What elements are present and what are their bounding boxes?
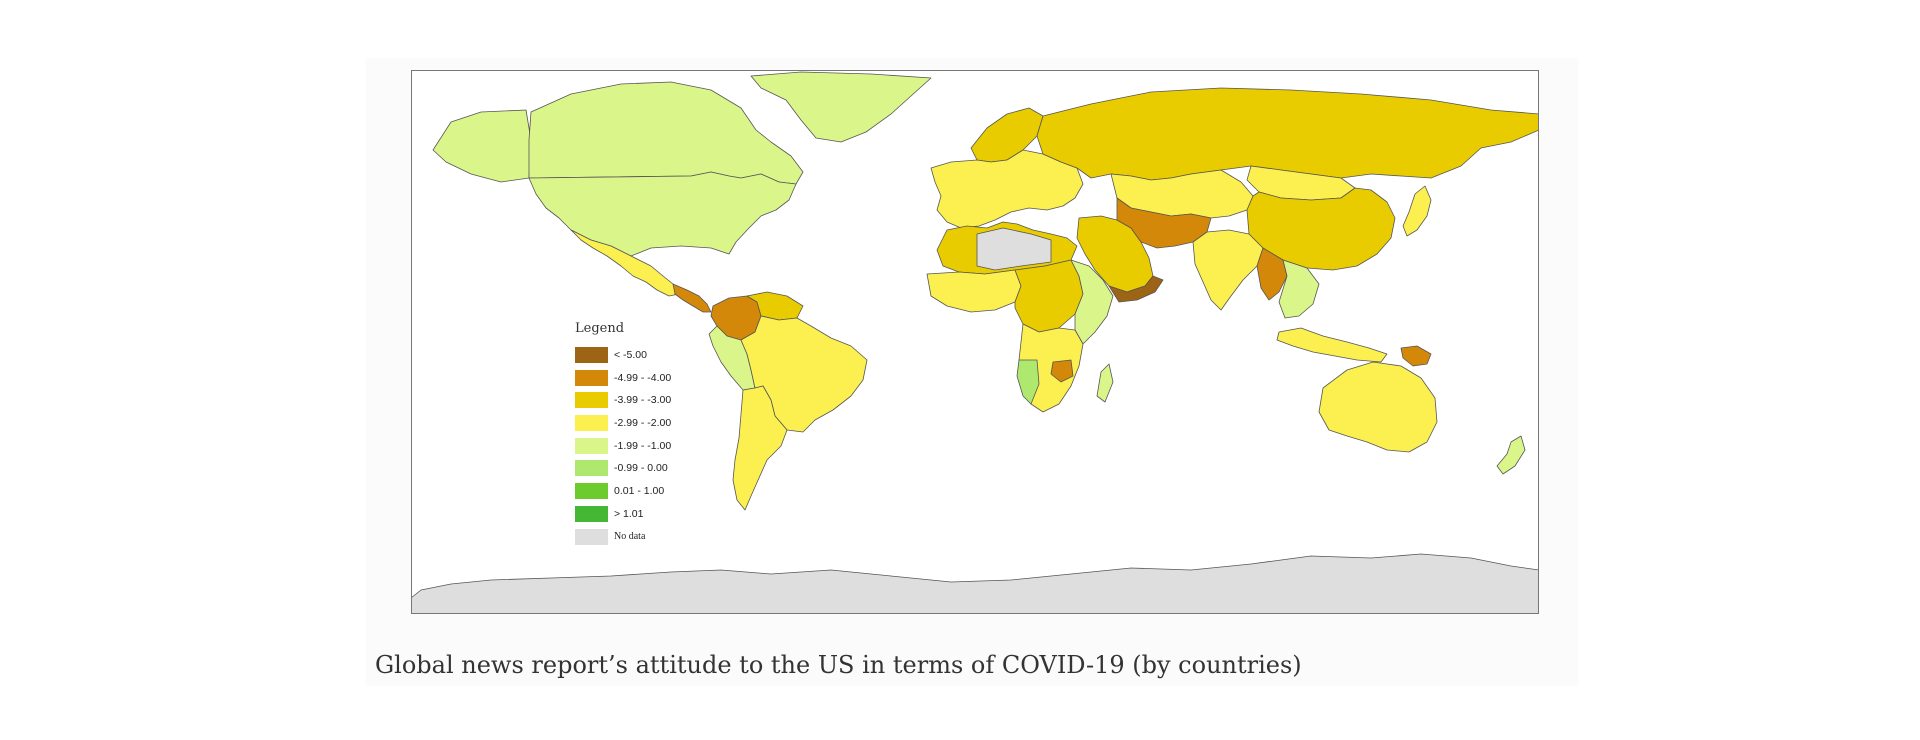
legend-rows: < -5.00 -4.99 - -4.00 -3.99 - -3.00 -2.99 -… xyxy=(575,347,671,551)
indonesia-region xyxy=(1276,327,1388,363)
legend-item: 0.01 - 1.00 xyxy=(575,483,671,506)
legend-label: -3.99 - -3.00 xyxy=(614,394,672,407)
legend-label: > 1.01 xyxy=(614,507,644,520)
legend-swatch xyxy=(575,437,608,454)
legend-item: -2.99 - -2.00 xyxy=(575,415,671,438)
papua-region xyxy=(1400,345,1432,367)
world-map xyxy=(411,70,1539,614)
legend-label: -1.99 - -1.00 xyxy=(614,439,672,452)
new-zealand-region xyxy=(1496,435,1526,475)
world-map-svg xyxy=(411,70,1539,614)
map-legend: Legend < -5.00 -4.99 - -4.00 -3.99 - -3.00… xyxy=(575,321,725,551)
legend-label: No data xyxy=(614,530,646,542)
legend-swatch xyxy=(575,460,608,477)
legend-label: < -5.00 xyxy=(614,349,647,361)
greenland-region xyxy=(750,71,932,143)
algeria-libya-region xyxy=(976,227,1052,271)
antarctica-region xyxy=(411,553,1539,614)
legend-swatch xyxy=(575,505,608,522)
mexico-region xyxy=(570,229,680,297)
japan-region xyxy=(1402,185,1432,237)
india-region xyxy=(1192,229,1264,311)
central-america-region xyxy=(672,283,712,313)
legend-item: -1.99 - -1.00 xyxy=(575,437,672,461)
alaska-region xyxy=(432,109,532,183)
legend-item: -3.99 - -3.00 xyxy=(575,392,671,415)
southeast-asia-region xyxy=(1278,259,1320,319)
legend-swatch xyxy=(575,528,608,545)
figure-caption: Global news report’s attitude to the US … xyxy=(375,651,1302,679)
legend-label: 0.01 - 1.00 xyxy=(614,485,665,498)
legend-swatch xyxy=(575,347,608,363)
australia-region xyxy=(1318,361,1438,453)
legend-swatch xyxy=(575,392,608,409)
east-africa-region xyxy=(1070,259,1114,345)
legend-title: Legend xyxy=(575,321,625,336)
legend-label: -0.99 - 0.00 xyxy=(614,462,668,475)
yemen-region xyxy=(1108,275,1164,303)
legend-swatch xyxy=(575,415,608,432)
legend-label: -2.99 - -2.00 xyxy=(614,417,672,430)
madagascar-region xyxy=(1096,363,1114,403)
legend-item: < -5.00 xyxy=(575,347,671,370)
legend-item: No data xyxy=(575,528,671,552)
legend-swatch xyxy=(575,369,608,386)
legend-item: > 1.01 xyxy=(575,505,671,529)
europe-region xyxy=(930,149,1084,229)
russia-region xyxy=(1036,87,1539,181)
legend-swatch xyxy=(575,483,608,500)
namibia-region xyxy=(1016,359,1040,405)
zimbabwe-region xyxy=(1050,359,1074,383)
legend-label: -4.99 - -4.00 xyxy=(614,371,672,384)
map-frame-border xyxy=(411,70,1539,614)
legend-item: -4.99 - -4.00 xyxy=(575,369,672,393)
legend-item: -0.99 - 0.00 xyxy=(575,460,671,483)
southern-cone-region xyxy=(732,385,788,511)
brazil-region xyxy=(740,315,868,433)
